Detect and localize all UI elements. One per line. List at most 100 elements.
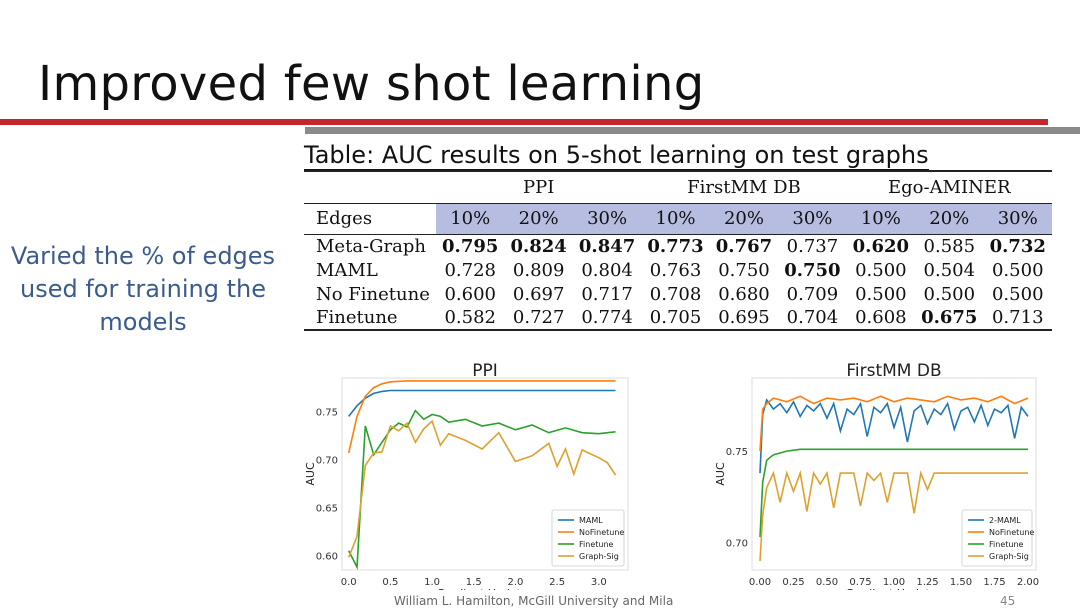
table-cell: 0.750 <box>784 259 841 281</box>
series-line-3 <box>347 419 617 558</box>
percent-header: 20% <box>915 203 984 234</box>
table-cell: 0.705 <box>649 307 702 328</box>
table-cell: 0.732 <box>989 235 1046 257</box>
chart-title: PPI <box>472 361 498 381</box>
table-cell: 0.795 <box>442 235 499 257</box>
row-label: Meta-Graph <box>316 235 426 257</box>
footer-text: William L. Hamilton, McGill University a… <box>394 594 674 608</box>
percent-header: 30% <box>572 203 642 234</box>
table-cell: 0.717 <box>581 283 633 305</box>
x-tick-label: 1.75 <box>983 577 1005 588</box>
table-cell: 0.704 <box>786 307 839 328</box>
x-tick-label: 1.25 <box>916 577 938 588</box>
legend-label: 2-MAML <box>989 516 1021 525</box>
ppi-chart: PPI 0.0 0.5 1.0 1.5 2.0 2.5 3.0 0.60 0.65 0.70 0.75… <box>304 361 629 590</box>
chart-legend <box>551 509 625 567</box>
legend-label: Finetune <box>989 540 1024 549</box>
slide-title: Improved few shot learning <box>38 56 705 112</box>
table-corner-cell <box>304 171 436 203</box>
legend-label: NoFinetune <box>989 528 1034 537</box>
table-cell: 0.582 <box>444 307 496 328</box>
table-cell: 0.773 <box>647 235 704 257</box>
percent-header: 20% <box>504 203 573 234</box>
y-tick-label: 0.65 <box>316 504 338 515</box>
x-tick-label: 1.0 <box>424 577 440 588</box>
x-tick-label: 0.50 <box>816 577 838 588</box>
percent-header: 30% <box>778 203 847 234</box>
table-group-header-row: PPI FirstMM DB Ego-AMINER <box>304 171 1052 203</box>
table-cell: 0.504 <box>923 259 976 281</box>
firstmm-db-chart: FirstMM DB 0.00 0.25 0.50 0.75 1.00 1.25 1.50 1.… <box>714 361 1039 590</box>
legend-label: Graph-Sig <box>989 552 1029 561</box>
table-cell: 0.763 <box>649 259 702 281</box>
row-label: No Finetune <box>316 283 430 305</box>
table-row: Finetune 0.582 0.727 0.774 0.705 0.695 0.704 0.… <box>304 306 1052 330</box>
percent-header: 10% <box>436 203 505 234</box>
x-tick-label: 2.0 <box>507 577 523 588</box>
table-cell: 0.774 <box>581 307 633 328</box>
x-tick-label: 0.5 <box>382 577 398 588</box>
table-cell: 0.620 <box>852 235 910 257</box>
table-row: No Finetune 0.600 0.697 0.717 0.708 0.680 0.70… <box>304 282 1052 306</box>
x-tick-label: 0.75 <box>849 577 871 588</box>
table-cell: 0.680 <box>718 283 770 305</box>
table-percent-row: Edges 10% 20% 30% 10% 20% 30% 10% 20% 30… <box>304 203 1052 234</box>
table-cell: 0.750 <box>718 259 770 281</box>
x-axis-label: Gradient Updates <box>846 587 943 590</box>
table-cell: 0.709 <box>786 283 839 305</box>
series-line-1 <box>347 380 616 454</box>
table-cell: 0.708 <box>649 283 702 305</box>
table-cell: 0.767 <box>715 235 773 257</box>
y-axis-label: AUC <box>714 462 727 486</box>
percent-header: 20% <box>709 203 779 234</box>
y-tick-label: 0.60 <box>316 552 338 563</box>
series-line-2 <box>759 448 1028 538</box>
table-caption: Table: AUC results on 5-shot learning on… <box>304 141 929 170</box>
side-note: Varied the % of edges used for training … <box>10 242 276 336</box>
y-tick-label: 0.70 <box>726 539 748 550</box>
table-cell: 0.585 <box>923 235 976 257</box>
x-axis-label: Gradient Updates <box>437 587 534 590</box>
table-cell: 0.727 <box>512 307 565 328</box>
table-cell: 0.804 <box>581 259 633 281</box>
table-cell: 0.500 <box>855 259 907 281</box>
percent-header: 10% <box>641 203 710 234</box>
row-label: Finetune <box>316 307 398 328</box>
table-row: Meta-Graph 0.795 0.824 0.847 0.773 0.767 0.737… <box>304 234 1052 258</box>
row-header-edges: Edges <box>316 208 373 229</box>
row-label: MAML <box>316 259 378 281</box>
table-row: MAML 0.728 0.809 0.804 0.763 0.750 0.750 0.500 0… <box>304 258 1052 282</box>
x-tick-label: 2.5 <box>549 577 565 588</box>
table-cell: 0.600 <box>444 283 496 305</box>
group-header-firstmm: FirstMM DB <box>687 176 801 198</box>
y-axis-label: AUC <box>304 462 317 486</box>
x-tick-label: 1.5 <box>466 577 482 588</box>
title-underline-red <box>0 119 1048 125</box>
x-tick-label: 2.00 <box>1017 577 1039 588</box>
chart-title: FirstMM DB <box>846 361 941 381</box>
legend-label: NoFinetune <box>579 528 624 537</box>
percent-header: 30% <box>983 203 1052 234</box>
x-tick-label: 1.00 <box>883 577 905 588</box>
chart-legend <box>961 509 1033 567</box>
y-tick-label: 0.75 <box>316 408 338 419</box>
x-tick-label: 0.00 <box>749 577 771 588</box>
series-line-0 <box>759 398 1029 474</box>
legend-label: Graph-Sig <box>579 552 619 561</box>
series-line-2 <box>347 409 616 571</box>
table-cell: 0.675 <box>921 307 978 328</box>
group-header-ppi: PPI <box>522 176 555 198</box>
title-underline-gray <box>305 127 1080 134</box>
y-tick-label: 0.70 <box>316 456 338 467</box>
y-tick-label: 0.75 <box>726 447 748 458</box>
table-cell: 0.500 <box>991 259 1044 281</box>
series-line-1 <box>759 395 1029 452</box>
legend-label: Finetune <box>579 540 614 549</box>
x-tick-label: 1.50 <box>950 577 972 588</box>
table-cell: 0.809 <box>512 259 565 281</box>
legend-label: MAML <box>579 516 603 525</box>
auc-results-table: PPI FirstMM DB Ego-AMINER Edges 10% 20% … <box>304 170 1052 331</box>
x-tick-label: 3.0 <box>591 577 607 588</box>
x-tick-label: 0.0 <box>341 577 357 588</box>
series-line-3 <box>759 470 1028 561</box>
